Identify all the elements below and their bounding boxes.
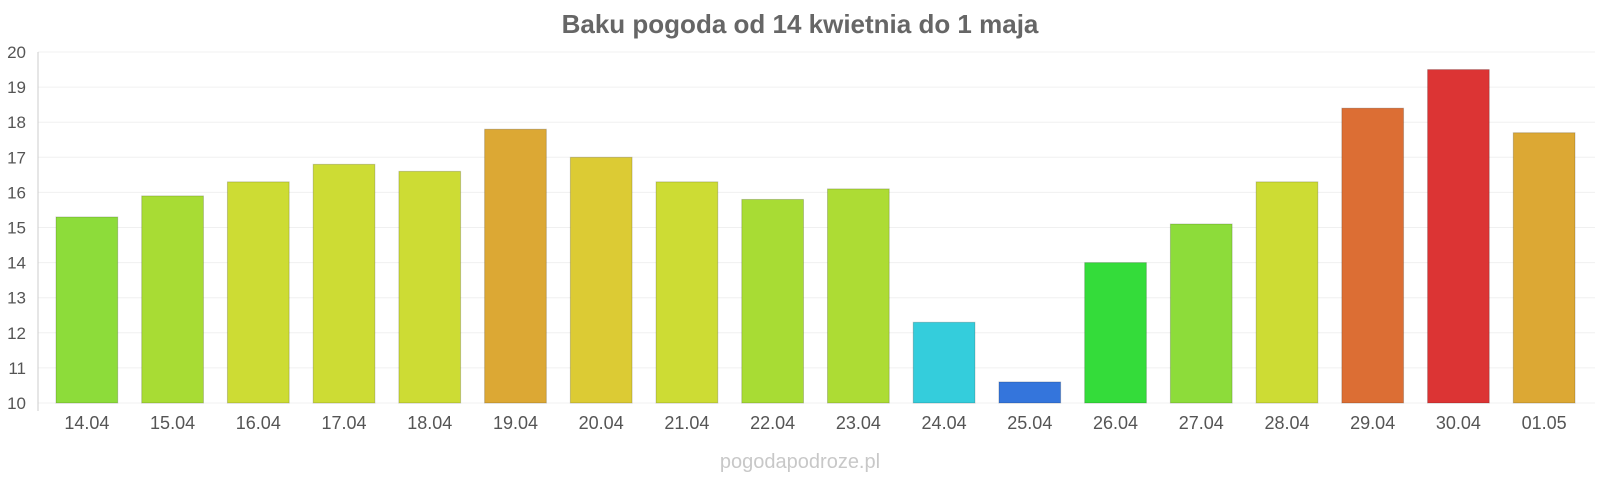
x-tick-label: 18.04: [407, 413, 452, 433]
watermark: pogodapodroze.pl: [720, 451, 880, 473]
x-tick-label: 20.04: [579, 413, 624, 433]
bar-17.04: [312, 163, 376, 404]
x-tick-label: 01.05: [1522, 413, 1567, 433]
bar-01.05: [1512, 132, 1576, 404]
x-tick-label: 22.04: [750, 413, 795, 433]
bar-29.04: [1341, 107, 1405, 404]
bar-25.04: [998, 381, 1062, 404]
chart-title: Baku pogoda od 14 kwietnia do 1 maja: [562, 9, 1039, 39]
x-tick-label: 25.04: [1007, 413, 1052, 433]
bars: [55, 69, 1576, 404]
bar-26.04: [1084, 262, 1147, 404]
y-tick-label: 14: [7, 254, 26, 273]
bar-22.04: [741, 198, 804, 404]
y-tick-label: 17: [7, 148, 26, 167]
bar-28.04: [1255, 181, 1319, 404]
y-tick-label: 10: [7, 394, 26, 413]
bar-27.04: [1169, 223, 1233, 404]
x-tick-label: 17.04: [322, 413, 367, 433]
y-tick-label: 13: [7, 289, 26, 308]
grid-lines: [38, 51, 1595, 404]
x-tick-label: 16.04: [236, 413, 281, 433]
x-tick-label: 28.04: [1264, 413, 1309, 433]
x-tick-label: 24.04: [922, 413, 967, 433]
y-tick-label: 11: [8, 359, 26, 378]
bar-16.04: [226, 181, 290, 404]
x-tick-label: 26.04: [1093, 413, 1138, 433]
x-tick-label: 29.04: [1350, 413, 1395, 433]
x-axis-ticks: 14.04 15.04 16.04 17.04 18.04 19.04 20.04 21.04…: [64, 413, 1566, 433]
y-axis-ticks: 10 11 12 13 14 15 16 17 18 19 20: [7, 43, 26, 413]
bar-20.04: [569, 156, 633, 404]
x-tick-label: 15.04: [150, 413, 195, 433]
y-tick-label: 12: [7, 324, 26, 343]
bar-24.04: [912, 321, 976, 404]
y-tick-label: 16: [7, 183, 26, 202]
bar-23.04: [827, 188, 890, 404]
bar-15.04: [141, 195, 204, 404]
x-tick-label: 21.04: [664, 413, 709, 433]
x-tick-label: 27.04: [1179, 413, 1224, 433]
x-tick-label: 30.04: [1436, 413, 1481, 433]
y-tick-label: 15: [7, 219, 26, 238]
bar-14.04: [55, 216, 119, 404]
bar-21.04: [655, 181, 719, 404]
y-tick-label: 19: [7, 78, 26, 97]
x-tick-label: 14.04: [64, 413, 109, 433]
bar-18.04: [398, 170, 462, 404]
bar-30.04: [1427, 69, 1490, 404]
y-tick-label: 20: [7, 43, 26, 62]
bar-19.04: [484, 128, 547, 404]
y-tick-label: 18: [7, 113, 26, 132]
x-tick-label: 23.04: [836, 413, 881, 433]
x-tick-label: 19.04: [493, 413, 538, 433]
